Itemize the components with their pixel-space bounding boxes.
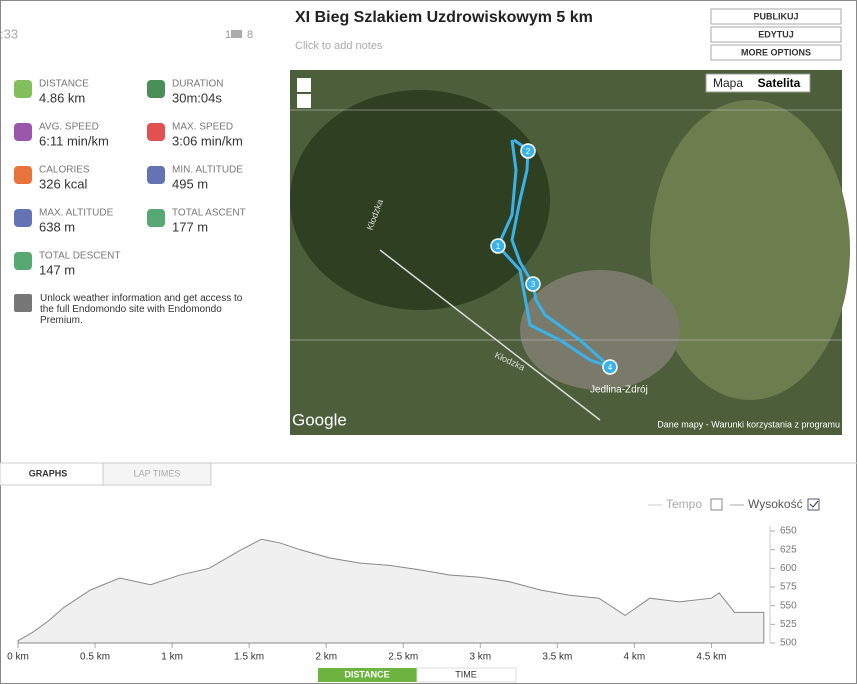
stat-label: TOTAL ASCENT — [172, 208, 246, 219]
stat-label: TOTAL DESCENT — [39, 251, 121, 262]
stat-label: AVG. SPEED — [39, 122, 99, 133]
stat-label: DISTANCE — [39, 79, 89, 90]
weather-icon — [14, 294, 32, 312]
y-tick-label: 650 — [780, 526, 797, 537]
map-terms[interactable]: Dane mapy - Warunki korzystania z progra… — [657, 419, 840, 429]
stat-value: 638 m — [39, 219, 75, 234]
stat-icon — [147, 80, 165, 98]
x-tick-label: 3.5 km — [542, 652, 572, 663]
weather-text[interactable]: Unlock weather information and get acces… — [40, 293, 243, 326]
tab-label[interactable]: LAP TIMES — [134, 468, 181, 478]
marker-label: 3 — [531, 280, 536, 289]
tab-label[interactable]: GRAPHS — [29, 468, 68, 478]
button[interactable] — [710, 26, 842, 43]
y-tick-label: 525 — [780, 619, 797, 630]
button-label[interactable]: MORE OPTIONS — [741, 47, 811, 57]
toggle-label[interactable]: TIME — [455, 669, 477, 679]
marker-label: 2 — [526, 147, 531, 156]
stat-value: 326 kcal — [39, 176, 88, 191]
stat-value: 30m:04s — [172, 90, 222, 105]
stat-label: MAX. ALTITUDE — [39, 208, 114, 219]
map-type[interactable]: Satelita — [758, 76, 801, 90]
stat-label: CALORIES — [39, 165, 90, 176]
place: Jedlina-Zdrój — [590, 385, 648, 396]
x-tick-label: 1 km — [161, 652, 183, 663]
elevation-area — [17, 538, 765, 644]
checkbox[interactable] — [710, 498, 723, 511]
route-marker[interactable] — [490, 238, 506, 254]
stat-icon — [147, 123, 165, 141]
button-label[interactable]: EDYTUJ — [758, 29, 794, 39]
stat-icon — [14, 252, 32, 270]
notes[interactable]: Click to add notes — [295, 40, 383, 52]
check — [809, 500, 819, 508]
checkbox[interactable] — [807, 498, 820, 511]
x-tick-label: 0.5 km — [80, 652, 110, 663]
stat-icon — [147, 209, 165, 227]
x-tick-label: 3 km — [469, 652, 491, 663]
y-tick-label: 625 — [780, 544, 797, 555]
x-tick-label: 0 km — [7, 652, 29, 663]
toggle[interactable] — [318, 668, 417, 682]
toggle[interactable] — [416, 667, 517, 683]
comments: 1 — [225, 29, 231, 41]
songs: 8 — [247, 29, 253, 41]
map-type[interactable]: Mapa — [713, 76, 743, 90]
marker-label: 4 — [608, 363, 613, 372]
stat-icon — [14, 123, 32, 141]
y-tick-label: 575 — [780, 582, 797, 593]
stat-label: DURATION — [172, 79, 223, 90]
button[interactable] — [710, 8, 842, 25]
stat-icon — [147, 166, 165, 184]
route-marker[interactable] — [602, 359, 618, 375]
stat-value: 6:11 min/km — [39, 133, 109, 148]
stat-label: MIN. ALTITUDE — [172, 165, 243, 176]
y-tick-label: 500 — [780, 638, 797, 649]
stat-value: 177 m — [172, 219, 208, 234]
stat-value: 147 m — [39, 262, 75, 277]
x-tick-label: 2.5 km — [388, 652, 418, 663]
stat-value: 495 m — [172, 176, 208, 191]
legend-label: Wysokość — [748, 497, 803, 511]
button-label[interactable]: PUBLIKUJ — [753, 11, 798, 21]
legend-label: Tempo — [666, 497, 702, 511]
y-tick-label: 600 — [780, 563, 797, 574]
x-tick-label: 4 km — [624, 652, 646, 663]
comment-icon — [231, 30, 242, 38]
stat-icon — [14, 209, 32, 227]
x-tick-label: 1.5 km — [234, 652, 264, 663]
tab[interactable] — [102, 462, 212, 486]
marker-label: 1 — [496, 242, 501, 251]
x-tick-label: 2 km — [315, 652, 337, 663]
map — [290, 70, 850, 435]
stat-icon — [14, 166, 32, 184]
y-tick-label: 550 — [780, 600, 797, 611]
time: :33 — [0, 26, 18, 41]
title: XI Bieg Szlakiem Uzdrowiskowym 5 km — [295, 9, 593, 26]
toggle-label[interactable]: DISTANCE — [344, 669, 389, 679]
x-tick-label: 4.5 km — [696, 652, 726, 663]
stat-value: 3:06 min/km — [172, 133, 243, 148]
route-marker[interactable] — [525, 276, 541, 292]
stat-value: 4.86 km — [39, 90, 85, 105]
stat-icon — [14, 80, 32, 98]
route-marker[interactable] — [520, 143, 536, 159]
google-logo: Google — [292, 410, 347, 429]
button[interactable] — [710, 44, 842, 61]
stat-label: MAX. SPEED — [172, 122, 233, 133]
